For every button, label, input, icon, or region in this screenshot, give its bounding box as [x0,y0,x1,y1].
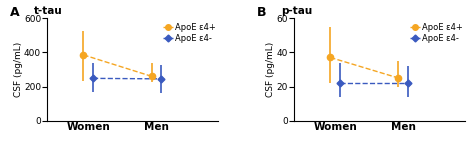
Text: A: A [10,6,19,19]
Text: p-tau: p-tau [281,6,312,16]
Text: t-tau: t-tau [34,6,63,16]
Y-axis label: CSF (pg/mL): CSF (pg/mL) [266,42,275,97]
Text: B: B [257,6,266,19]
Y-axis label: CSF (pg/mL): CSF (pg/mL) [14,42,22,97]
Legend: ApoE ε4+, ApoE ε4-: ApoE ε4+, ApoE ε4- [162,22,217,44]
Legend: ApoE ε4+, ApoE ε4-: ApoE ε4+, ApoE ε4- [409,22,464,44]
